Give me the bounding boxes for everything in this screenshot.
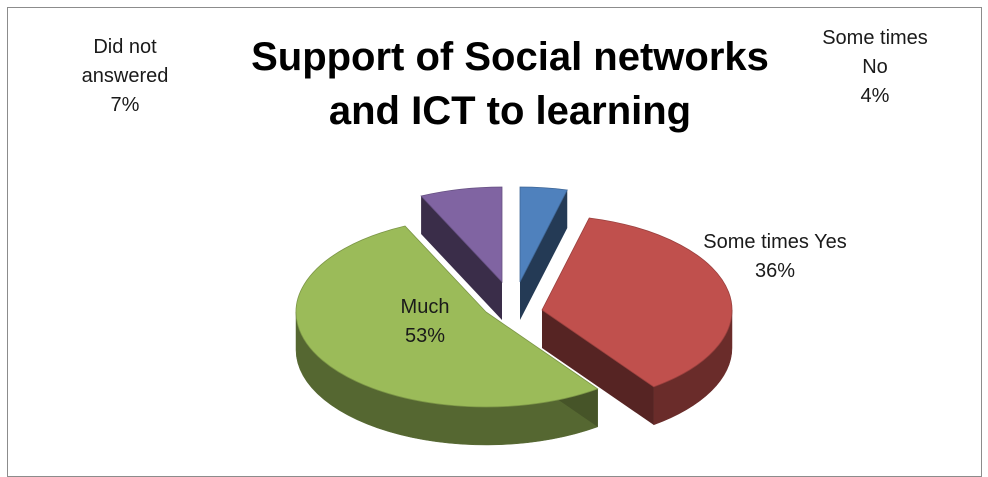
pie-slice-depth — [421, 196, 502, 320]
chart-title-line-1: Support of Social networks — [251, 35, 769, 79]
chart-title-line-2: and ICT to learning — [328, 89, 692, 133]
label-line: answered — [81, 65, 169, 87]
label-line: Did not — [93, 36, 157, 58]
label-line: Some times Yes — [703, 231, 847, 253]
pie-slice-depth — [520, 189, 568, 320]
label-percent: 7% — [110, 94, 140, 116]
label-percent: 4% — [860, 85, 890, 107]
pie-slice-2 — [541, 217, 733, 388]
label-line: No — [862, 56, 888, 78]
pie-slice-cut — [542, 310, 654, 425]
data-label-some-times-no: Some times No 4% — [790, 24, 960, 111]
pie-slice-cut — [421, 196, 502, 320]
label-line: Much — [400, 296, 450, 318]
pie-slice-3 — [295, 225, 599, 408]
pie-slice-1 — [519, 186, 568, 283]
pie-slice-cut — [520, 189, 568, 320]
data-label-much: Much 53% — [370, 293, 480, 351]
data-label-some-times-yes: Some times Yes 36% — [670, 228, 880, 286]
label-percent: 53% — [404, 325, 446, 347]
pie-slice-4 — [420, 186, 503, 284]
label-percent: 36% — [754, 260, 796, 282]
chart-title: Support of Social networks and ICT to le… — [200, 30, 820, 138]
label-line: Some times — [822, 27, 928, 49]
data-label-did-not-answered: Did not answered 7% — [50, 33, 200, 120]
